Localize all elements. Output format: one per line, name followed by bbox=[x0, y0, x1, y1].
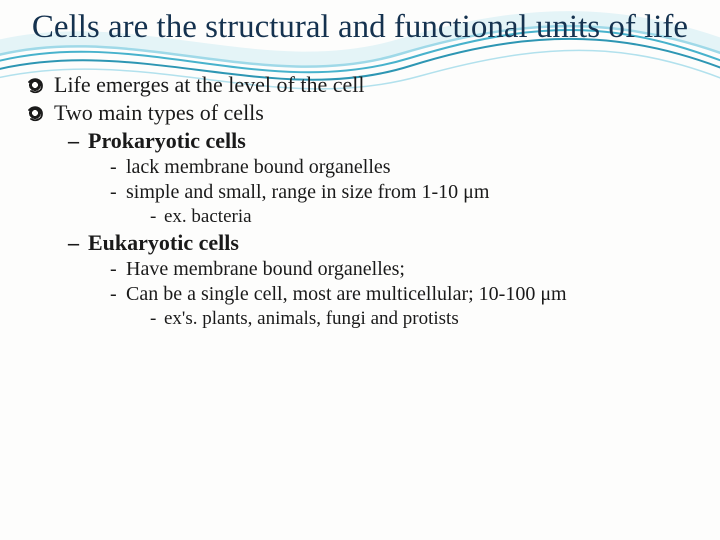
bullet-text: Prokaryotic cells bbox=[88, 128, 246, 153]
bullet-l3: Have membrane bound organelles; bbox=[110, 258, 692, 281]
bullet-text: simple and small, range in size from 1-1… bbox=[126, 181, 489, 203]
bullet-text: Life emerges at the level of the cell bbox=[54, 72, 365, 97]
squiggle-bullet-icon bbox=[26, 76, 46, 96]
slide-title: Cells are the structural and functional … bbox=[28, 8, 692, 48]
bullet-l1: Life emerges at the level of the cell bbox=[28, 72, 692, 98]
bullet-text: ex. bacteria bbox=[164, 206, 252, 227]
bullet-l4: ex. bacteria bbox=[150, 206, 692, 228]
bullet-text: Can be a single cell, most are multicell… bbox=[126, 283, 567, 305]
bullet-l2: Prokaryotic cells bbox=[68, 128, 692, 154]
bullet-l3: lack membrane bound organelles bbox=[110, 156, 692, 179]
bullet-l4: ex's. plants, animals, fungi and protist… bbox=[150, 308, 692, 330]
bullet-text: ex's. plants, animals, fungi and protist… bbox=[164, 308, 459, 329]
bullet-text: Eukaryotic cells bbox=[88, 230, 239, 255]
bullet-l3: Can be a single cell, most are multicell… bbox=[110, 283, 692, 306]
bullet-l1: Two main types of cells bbox=[28, 100, 692, 126]
bullet-l3: simple and small, range in size from 1-1… bbox=[110, 181, 692, 204]
bullet-text: Have membrane bound organelles; bbox=[126, 258, 405, 280]
slide-content: Cells are the structural and functional … bbox=[0, 0, 720, 330]
bullet-text: lack membrane bound organelles bbox=[126, 156, 391, 178]
bullet-l2: Eukaryotic cells bbox=[68, 230, 692, 256]
bullet-text: Two main types of cells bbox=[54, 100, 264, 125]
squiggle-bullet-icon bbox=[26, 104, 46, 124]
